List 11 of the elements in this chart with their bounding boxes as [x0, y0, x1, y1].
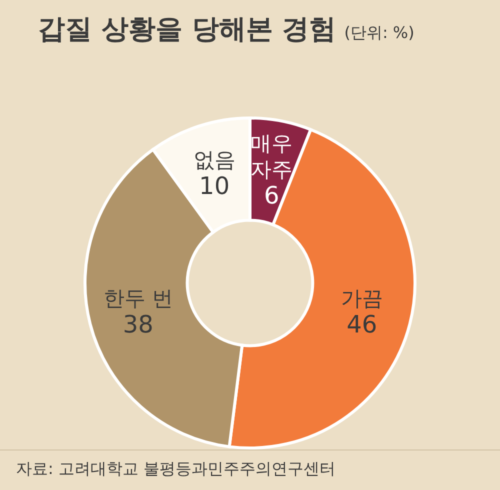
slice-label: 한두 번 [103, 286, 173, 311]
data-label: 6 [264, 182, 280, 210]
slice-label: 매우 자주 [250, 132, 293, 182]
data-label: 38 [122, 310, 154, 339]
data-label: 10 [199, 172, 230, 200]
data-label: 46 [346, 310, 378, 339]
slice-label: 가끔 [340, 286, 383, 311]
chart-subtitle: (단위: %) [344, 23, 414, 42]
text: 자료: 고려대학교 불평등과민주주의연구센터 [16, 459, 336, 478]
slice-label: 없음 [193, 148, 236, 172]
chart-title: 갑질 상황을 당해본 경험 [38, 14, 336, 45]
